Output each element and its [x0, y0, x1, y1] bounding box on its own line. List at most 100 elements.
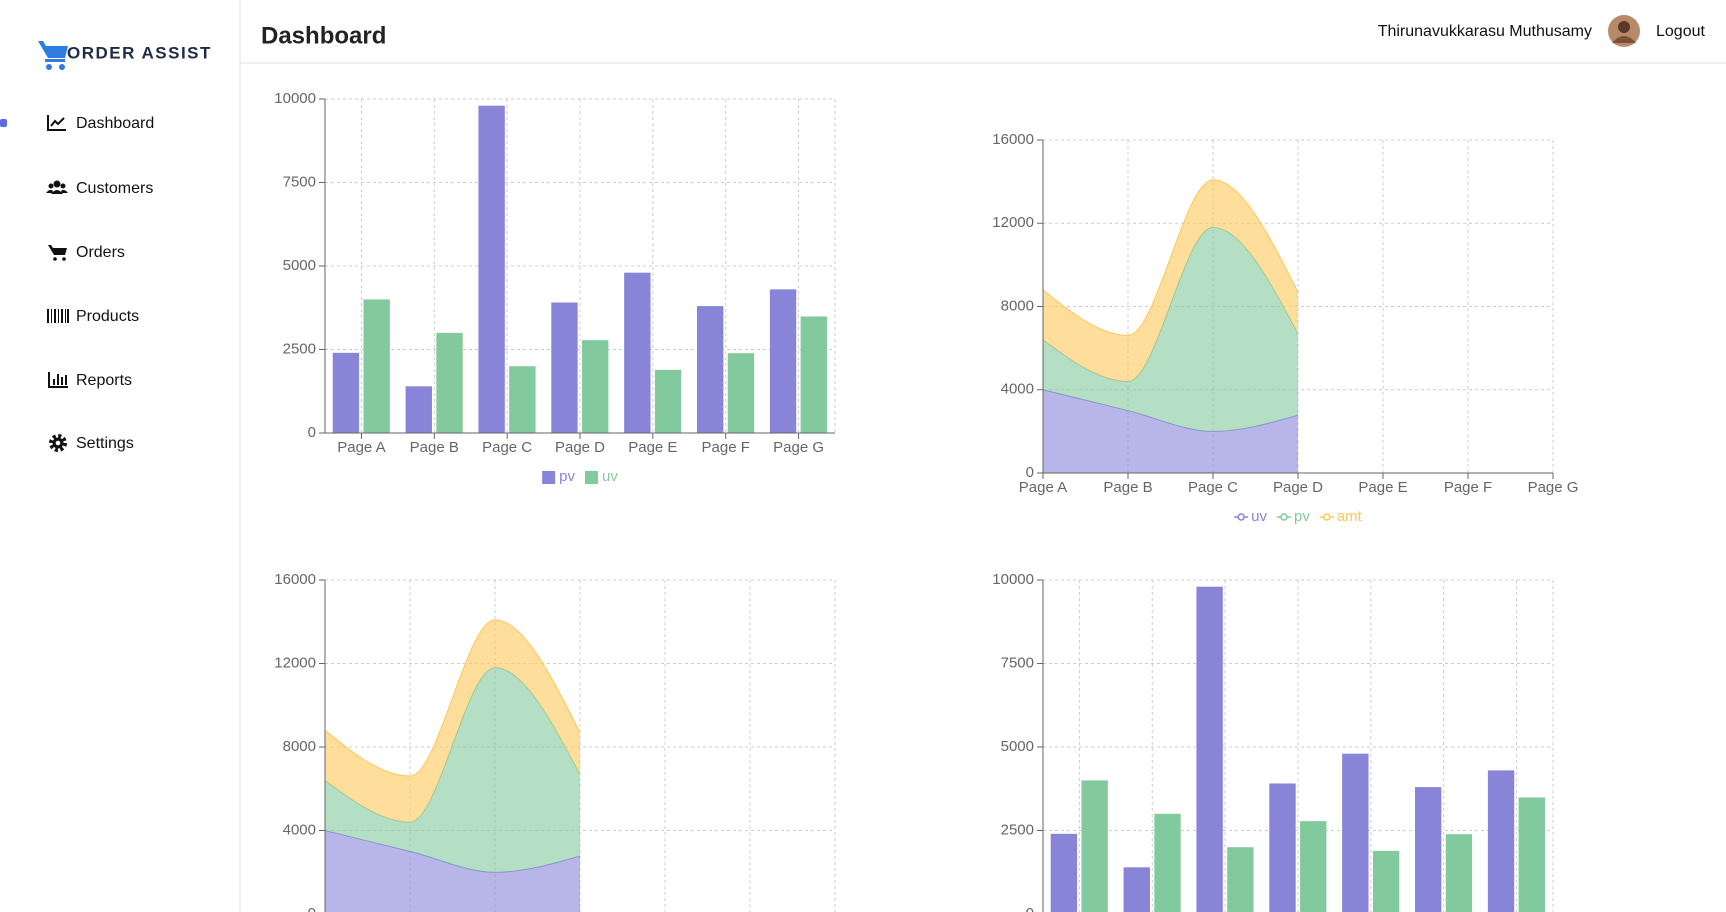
active-indicator	[0, 119, 7, 127]
x-tick-label: Page C	[1188, 479, 1238, 496]
legend-swatch	[585, 471, 598, 484]
logout-button[interactable]: Logout	[1656, 23, 1705, 40]
area-line	[324, 619, 581, 777]
legend-label: uv	[602, 468, 618, 485]
bar	[363, 299, 390, 433]
menu-icon	[48, 372, 68, 388]
legend-swatch	[1323, 513, 1331, 521]
bar	[405, 386, 432, 433]
page-title: Dashboard	[261, 22, 386, 49]
bar	[478, 105, 505, 434]
x-tick-label: Page A	[337, 439, 385, 456]
x-tick-label: Page G	[1528, 479, 1579, 496]
logo-icon	[38, 41, 68, 70]
y-tick-label: 16000	[274, 571, 316, 588]
y-tick-label: 12000	[274, 654, 316, 671]
y-tick-label: 8000	[1001, 297, 1034, 314]
menu-icon	[49, 434, 67, 452]
bar	[332, 352, 360, 433]
logo-text[interactable]: ORDER ASSIST	[67, 43, 212, 62]
y-tick-label: 8000	[283, 738, 316, 755]
legend-swatch	[1280, 513, 1288, 521]
legend-swatch	[542, 471, 556, 484]
user-name: Thirunavukkarasu Muthusamy	[1378, 23, 1592, 40]
x-tick-label: Page D	[555, 439, 605, 456]
y-tick-label: 0	[308, 905, 316, 912]
legend-swatch	[1237, 513, 1245, 521]
x-tick-label: Page G	[773, 439, 824, 456]
y-tick-label: 2500	[1001, 821, 1034, 838]
bar	[509, 366, 536, 433]
area	[1043, 389, 1298, 473]
y-tick-label: 5000	[1001, 738, 1034, 755]
bar	[1300, 821, 1327, 912]
bar	[436, 332, 463, 433]
bar	[1269, 783, 1296, 912]
bar	[1196, 586, 1223, 912]
bar	[769, 289, 797, 433]
bar	[1154, 813, 1181, 912]
menu-item[interactable]: Settings	[76, 435, 134, 452]
area	[325, 830, 580, 912]
area	[325, 619, 580, 823]
legend-label: pv	[559, 468, 575, 485]
menu-item[interactable]: Dashboard	[76, 115, 154, 132]
bar	[800, 316, 827, 433]
menu-icon	[46, 180, 68, 194]
menu-icon	[47, 309, 69, 323]
x-tick-label: Page E	[628, 439, 677, 456]
bar	[1081, 780, 1108, 912]
bar	[1487, 770, 1515, 912]
area	[1043, 179, 1298, 382]
area	[325, 667, 580, 873]
bar	[1518, 797, 1545, 912]
bar	[654, 369, 682, 433]
y-tick-label: 16000	[992, 131, 1034, 148]
x-tick-label: Page B	[410, 439, 459, 456]
bar	[551, 302, 578, 433]
y-tick-label: 7500	[1001, 654, 1034, 671]
bar	[582, 340, 609, 433]
y-tick-label: 0	[308, 424, 316, 441]
y-tick-label: 2500	[283, 340, 316, 357]
y-tick-label: 0	[1026, 464, 1034, 481]
bar	[1050, 833, 1078, 912]
bar	[1445, 834, 1473, 912]
bar	[1372, 850, 1400, 912]
menu-item[interactable]: Orders	[76, 244, 125, 261]
y-tick-label: 7500	[283, 173, 316, 190]
area	[1043, 227, 1298, 432]
y-tick-label: 4000	[1001, 381, 1034, 398]
x-tick-label: Page E	[1358, 479, 1407, 496]
menu-item[interactable]: Customers	[76, 180, 153, 197]
y-tick-label: 10000	[992, 571, 1034, 588]
x-tick-label: Page C	[482, 439, 532, 456]
avatar[interactable]	[1608, 15, 1640, 47]
legend-label: pv	[1294, 508, 1310, 525]
menu-item[interactable]: Products	[76, 308, 139, 325]
y-tick-label: 0	[1026, 905, 1034, 912]
bar	[1123, 867, 1150, 912]
x-tick-label: Page D	[1273, 479, 1323, 496]
y-tick-label: 12000	[992, 214, 1034, 231]
menu-icon	[48, 245, 67, 261]
legend-label: amt	[1337, 508, 1363, 525]
bar	[624, 272, 651, 433]
menu-item[interactable]: Reports	[76, 372, 132, 389]
x-tick-label: Page B	[1103, 479, 1152, 496]
bar	[727, 353, 755, 433]
y-tick-label: 5000	[283, 257, 316, 274]
legend: pv uv	[542, 468, 618, 485]
x-tick-label: Page F	[702, 439, 750, 456]
legend: uv pv amt	[1234, 508, 1363, 525]
bar	[1415, 787, 1442, 912]
area-line	[1042, 179, 1299, 336]
y-tick-label: 4000	[283, 821, 316, 838]
menu-icon	[47, 115, 66, 131]
x-tick-label: Page A	[1019, 479, 1067, 496]
bar	[1227, 847, 1254, 912]
x-tick-label: Page F	[1444, 479, 1492, 496]
legend-label: uv	[1251, 508, 1267, 525]
